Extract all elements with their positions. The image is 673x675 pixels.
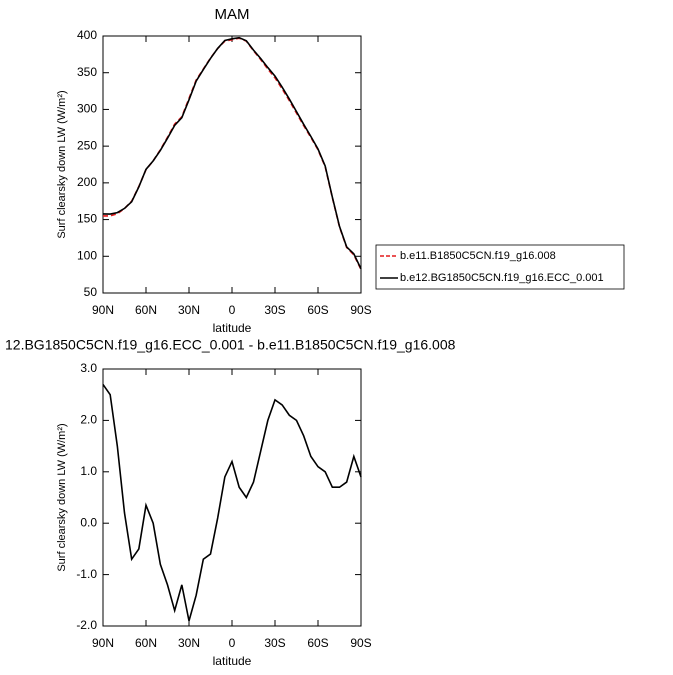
x-tick-label: 90S bbox=[350, 636, 371, 650]
y-tick-label: 0.0 bbox=[80, 515, 97, 529]
x-axis-label: latitude bbox=[213, 321, 252, 335]
legend-label: b.e11.B1850C5CN.f19_g16.008 bbox=[400, 250, 556, 262]
x-tick-label: 0 bbox=[229, 303, 236, 317]
x-tick-label: 60S bbox=[307, 636, 328, 650]
x-tick-label: 90S bbox=[350, 303, 371, 317]
x-tick-label: 90N bbox=[92, 303, 114, 317]
y-tick-label: -1.0 bbox=[76, 567, 97, 581]
plot-frame bbox=[102, 368, 362, 627]
chart-title: MAM bbox=[215, 6, 250, 23]
x-tick-label: 30S bbox=[264, 303, 285, 317]
y-tick-label: 250 bbox=[77, 138, 97, 152]
x-tick-label: 60S bbox=[307, 303, 328, 317]
x-tick-label: 60N bbox=[135, 303, 157, 317]
y-tick-label: -2.0 bbox=[76, 618, 97, 632]
chart-title: 12.BG1850C5CN.f19_g16.ECC_0.001 - b.e11.… bbox=[5, 337, 456, 353]
x-axis-label: latitude bbox=[213, 654, 252, 668]
y-tick-label: 100 bbox=[77, 248, 97, 262]
legend-box bbox=[375, 244, 625, 290]
y-tick-label: 200 bbox=[77, 175, 97, 189]
data-line bbox=[103, 37, 362, 270]
x-tick-label: 30N bbox=[178, 636, 200, 650]
legend-label: b.e12.BG1850C5CN.f19_g16.ECC_0.001 bbox=[400, 272, 604, 284]
plot-frame bbox=[102, 35, 362, 294]
y-tick-label: 1.0 bbox=[80, 464, 97, 478]
y-tick-label: 3.0 bbox=[80, 361, 97, 375]
data-line bbox=[102, 36, 362, 270]
y-tick-label: 400 bbox=[77, 28, 97, 42]
y-axis-label: Surf clearsky down LW (W/m²) bbox=[56, 423, 68, 571]
y-tick-label: 2.0 bbox=[80, 413, 97, 427]
y-tick-label: 50 bbox=[84, 285, 98, 299]
x-tick-label: 60N bbox=[135, 636, 157, 650]
y-tick-label: 150 bbox=[77, 212, 97, 226]
y-axis-label: Surf clearsky down LW (W/m²) bbox=[56, 90, 68, 238]
y-tick-label: 350 bbox=[77, 65, 97, 79]
x-tick-label: 90N bbox=[92, 636, 114, 650]
y-tick-label: 300 bbox=[77, 102, 97, 116]
data-line bbox=[102, 383, 362, 622]
x-tick-label: 30S bbox=[264, 636, 285, 650]
x-tick-label: 30N bbox=[178, 303, 200, 317]
x-tick-label: 0 bbox=[229, 636, 236, 650]
